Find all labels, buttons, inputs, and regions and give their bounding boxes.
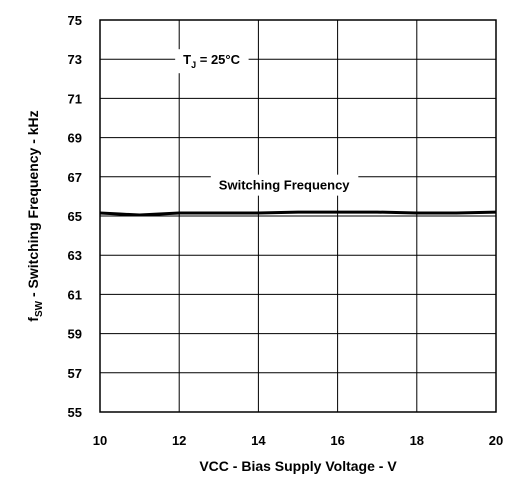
annotation-text: TJ = 25°C	[183, 52, 240, 70]
y-tick-label: 71	[68, 91, 82, 106]
y-axis-label-rest: - Switching Frequency - kHz	[25, 110, 41, 301]
annotation-text: Switching Frequency	[219, 178, 351, 193]
y-tick-label: 63	[68, 248, 82, 263]
x-tick-label: 10	[93, 433, 107, 448]
x-tick-label: 14	[251, 433, 266, 448]
y-tick-labels: 55 57 59 61 63 65 67 69 71 73 75	[68, 13, 82, 420]
y-tick-label: 61	[68, 287, 82, 302]
annotations: TJ = 25°C Switching Frequency	[175, 49, 359, 196]
y-tick-label: 59	[68, 327, 82, 342]
series-layer	[99, 210, 497, 217]
y-tick-label: 75	[68, 13, 82, 28]
grid-lines	[100, 20, 496, 412]
series-line	[99, 210, 497, 217]
y-tick-label: 55	[68, 405, 82, 420]
y-tick-label: 65	[68, 209, 82, 224]
x-tick-label: 16	[330, 433, 344, 448]
y-axis-label: fSW - Switching Frequency - kHz	[25, 110, 45, 321]
x-axis-label: VCC - Bias Supply Voltage - V	[199, 458, 397, 474]
annotation-background	[210, 174, 359, 196]
y-tick-label: 73	[68, 52, 82, 67]
annotation: Switching Frequency	[210, 174, 359, 196]
y-axis-label-sub: SW	[34, 300, 45, 317]
x-tick-label: 18	[410, 433, 424, 448]
y-tick-label: 57	[68, 366, 82, 381]
x-tick-label: 12	[172, 433, 186, 448]
y-tick-label: 69	[68, 131, 82, 146]
y-axis-label-main: f	[25, 317, 41, 322]
x-tick-label: 20	[489, 433, 503, 448]
annotation: TJ = 25°C	[175, 49, 249, 74]
annotation-background	[175, 49, 249, 74]
x-tick-labels: 10 12 14 16 18 20	[93, 433, 503, 448]
y-tick-label: 67	[68, 170, 82, 185]
plot-frame	[99, 19, 497, 413]
